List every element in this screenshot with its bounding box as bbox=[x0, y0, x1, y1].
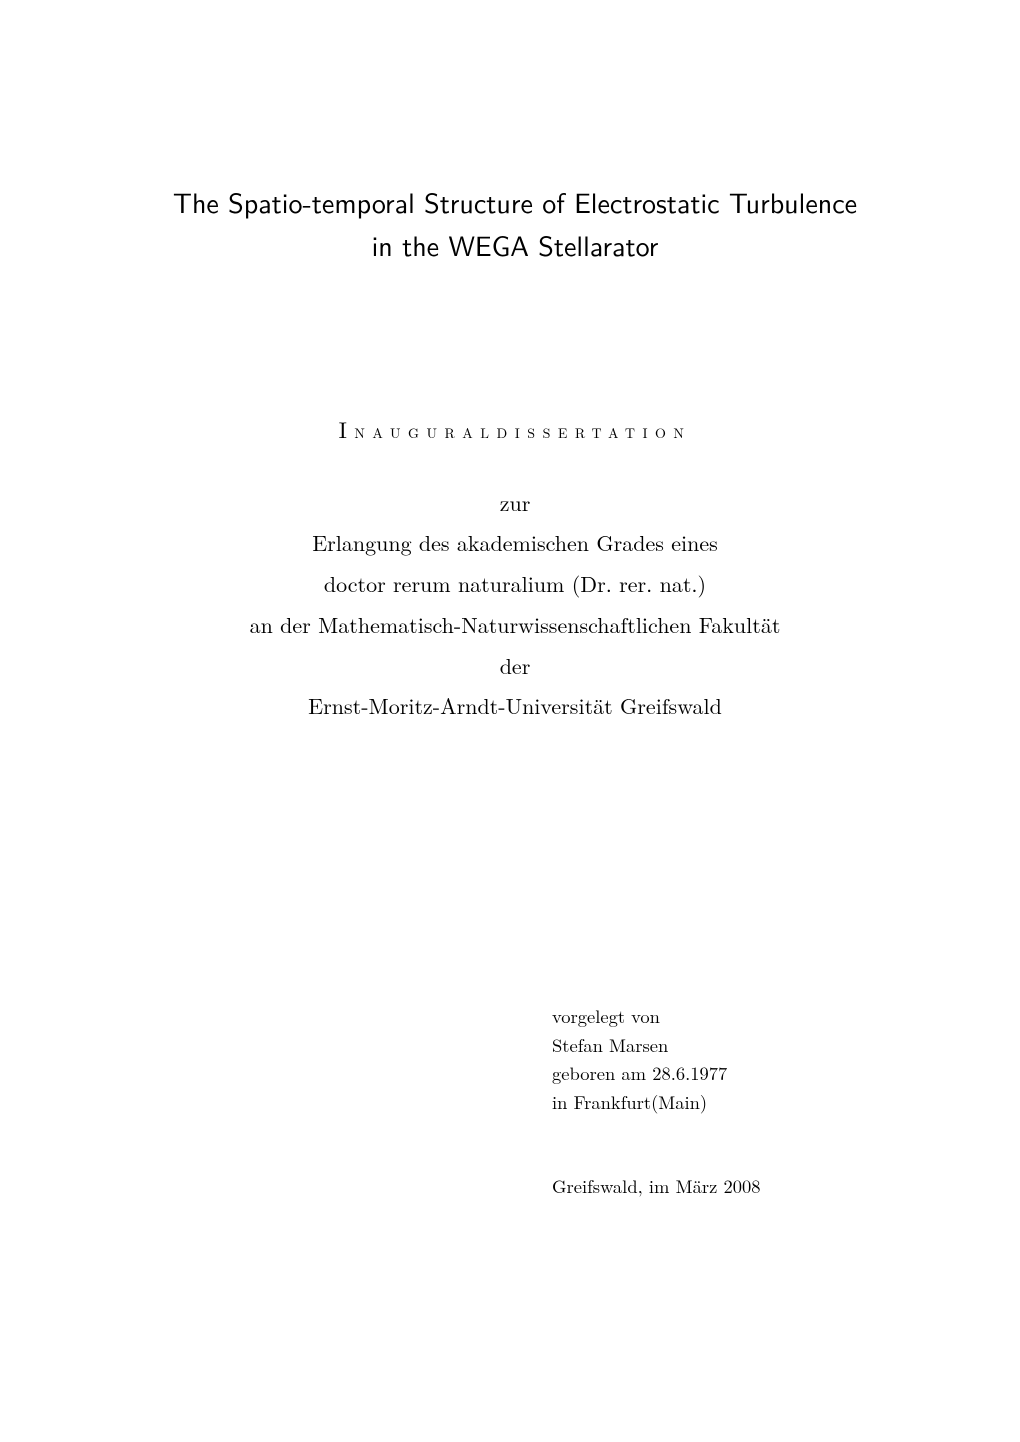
thesis-title: The Spatio-temporal Structure of Electro… bbox=[120, 180, 910, 267]
degree-zur: zur bbox=[120, 483, 910, 524]
author-block: vorgelegt von Stefan Marsen geboren am 2… bbox=[552, 1002, 910, 1117]
degree-line-1: Erlangung des akademischen Grades eines bbox=[120, 523, 910, 564]
inaugural-heading: Inauguraldissertation bbox=[120, 412, 910, 445]
title-page: The Spatio-temporal Structure of Electro… bbox=[0, 0, 1020, 1442]
degree-line-4: Ernst-Moritz-Arndt-Universität Greifswal… bbox=[120, 686, 910, 727]
degree-line-2: doctor rerum naturalium (Dr. rer. nat.) bbox=[120, 564, 910, 605]
place-date: Greifswald, im März 2008 bbox=[552, 1173, 910, 1199]
degree-der: der bbox=[120, 646, 910, 687]
author-geboren: geboren am 28.6.1977 bbox=[552, 1059, 910, 1088]
degree-block: zur Erlangung des akademischen Grades ei… bbox=[120, 483, 910, 727]
degree-line-3: an der Mathematisch-Naturwissenschaftlic… bbox=[120, 605, 910, 646]
author-vorgelegt: vorgelegt von bbox=[552, 1002, 910, 1031]
author-ort: in Frankfurt(Main) bbox=[552, 1088, 910, 1117]
inaugural-rest: nauguraldissertation bbox=[354, 415, 691, 444]
author-name: Stefan Marsen bbox=[552, 1031, 910, 1060]
inaugural-first-letter: I bbox=[339, 412, 355, 445]
title-line-2: in the WEGA Stellarator bbox=[120, 223, 910, 266]
title-line-1: The Spatio-temporal Structure of Electro… bbox=[120, 180, 910, 223]
